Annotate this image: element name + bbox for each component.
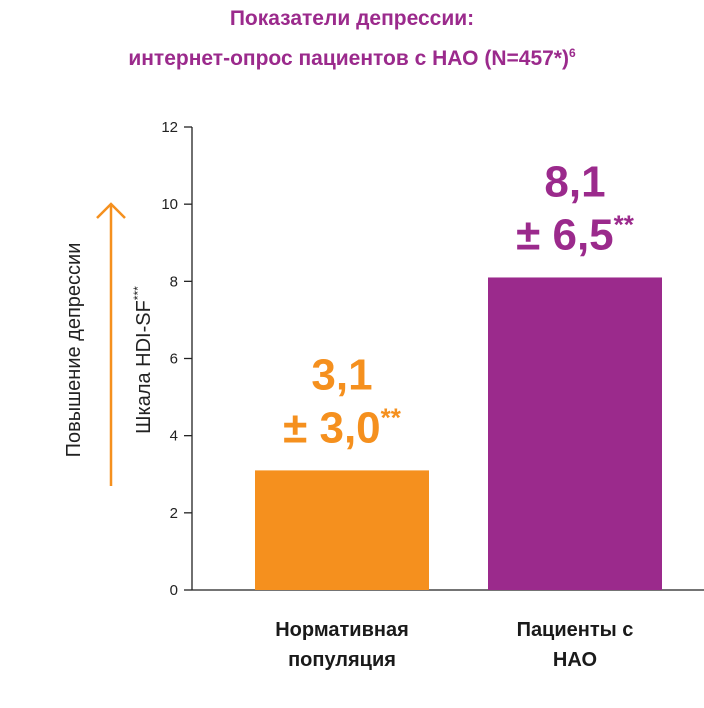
y-tick-label: 10 — [161, 196, 178, 213]
bar-value-label: 3,1 — [311, 350, 372, 399]
bar-error-text: ± 6,5 — [516, 210, 614, 259]
chart-title-line2: интернет-опрос пациентов с НАО (N=457*)6 — [0, 38, 704, 74]
chart-title-line1: Показатели депрессии: — [229, 7, 475, 30]
direction-arrow-head — [96, 202, 126, 219]
y-axis-label-superscript: *** — [131, 286, 145, 300]
direction-label: Повышение депрессии — [63, 243, 85, 458]
x-category-label: популяция — [288, 649, 396, 671]
x-category-label: НАО — [553, 649, 597, 671]
bar-error-superscript: ** — [381, 402, 402, 432]
bar-1 — [255, 470, 429, 590]
bar-error-label: ± 3,0** — [283, 402, 402, 452]
y-axis-label-text: Шкала HDI-SF — [133, 300, 155, 434]
bar-value-label: 8,1 — [544, 157, 605, 206]
y-tick-label: 6 — [170, 351, 178, 368]
bar-error-superscript: ** — [614, 209, 635, 239]
chart-title-text: интернет-опрос пациентов с НАО (N=457*) — [128, 47, 569, 70]
y-tick-label: 4 — [170, 428, 178, 445]
bar-2 — [488, 277, 662, 590]
bar-error-label: ± 6,5** — [516, 209, 635, 259]
x-category-label: Нормативная — [275, 619, 409, 641]
y-tick-label: 8 — [170, 273, 178, 290]
y-tick-label: 0 — [170, 582, 178, 599]
y-tick-label: 12 — [161, 119, 178, 136]
bar-error-text: ± 3,0 — [283, 403, 381, 452]
y-axis-label: Шкала HDI-SF*** — [131, 286, 155, 434]
x-category-label: Пациенты с — [517, 619, 634, 641]
y-tick-label: 2 — [170, 505, 178, 522]
chart-title-superscript: 6 — [568, 46, 576, 60]
